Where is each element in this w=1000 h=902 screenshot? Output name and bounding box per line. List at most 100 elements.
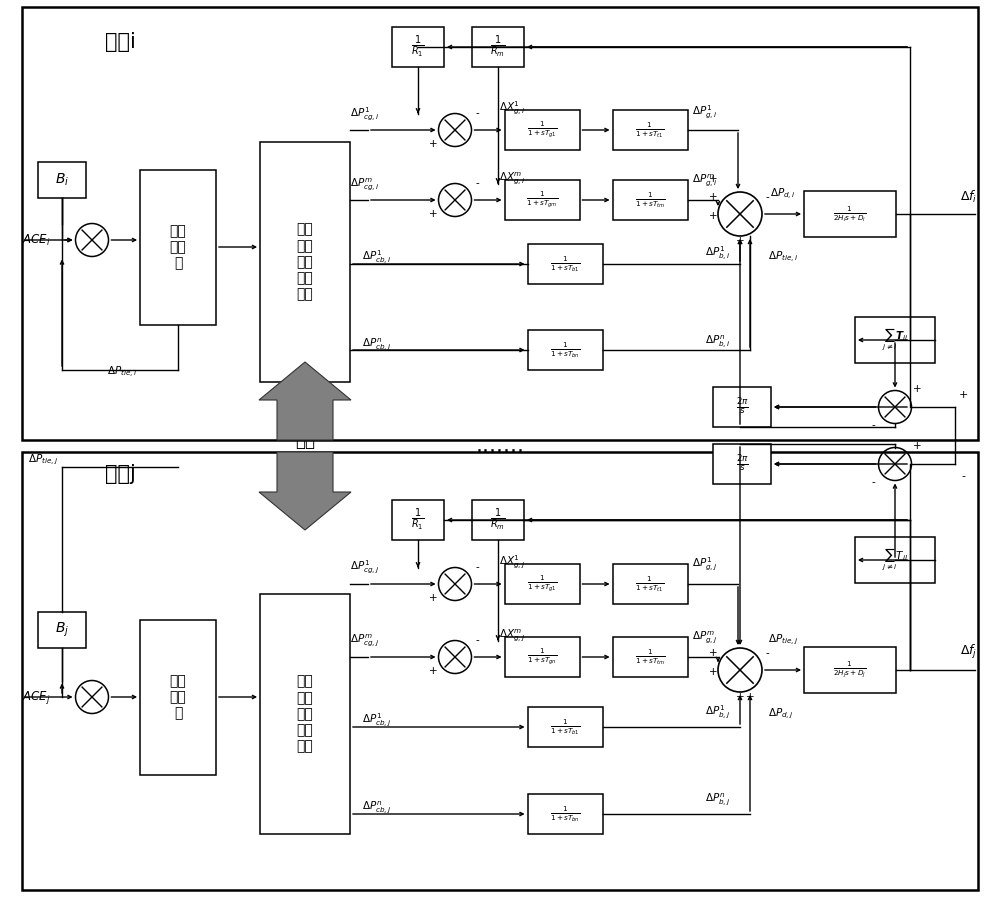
Text: $\Delta P^m_{g,i}$: $\Delta P^m_{g,i}$ bbox=[692, 172, 718, 188]
Text: $\frac{1}{1+sT_{tm}}$: $\frac{1}{1+sT_{tm}}$ bbox=[635, 647, 665, 667]
FancyBboxPatch shape bbox=[22, 452, 978, 890]
Text: 功率
分配
层: 功率 分配 层 bbox=[170, 224, 186, 271]
Text: +: + bbox=[958, 390, 968, 400]
FancyBboxPatch shape bbox=[140, 620, 216, 775]
Text: -: - bbox=[475, 108, 479, 118]
Text: $\Delta P^1_{cb,j}$: $\Delta P^1_{cb,j}$ bbox=[362, 712, 392, 729]
FancyBboxPatch shape bbox=[505, 564, 580, 604]
Text: $\frac{1}{R_m}$: $\frac{1}{R_m}$ bbox=[490, 507, 506, 533]
Text: 功率
分配
层: 功率 分配 层 bbox=[170, 674, 186, 720]
Text: $\Delta P^m_{g,j}$: $\Delta P^m_{g,j}$ bbox=[692, 629, 718, 645]
FancyBboxPatch shape bbox=[612, 637, 688, 677]
Text: 分布
式模
型预
测控
制层: 分布 式模 型预 测控 制层 bbox=[297, 223, 313, 301]
Text: -: - bbox=[765, 192, 769, 202]
Text: $\frac{1}{1+sT_{b1}}$: $\frac{1}{1+sT_{b1}}$ bbox=[550, 254, 580, 274]
Text: $\Delta P_{tie,j}$: $\Delta P_{tie,j}$ bbox=[768, 633, 798, 648]
FancyBboxPatch shape bbox=[713, 444, 771, 484]
Text: $\Delta P^n_{b,j}$: $\Delta P^n_{b,j}$ bbox=[705, 791, 731, 807]
Text: +: + bbox=[736, 236, 744, 246]
Text: $\frac{1}{1+sT_{b1}}$: $\frac{1}{1+sT_{b1}}$ bbox=[550, 717, 580, 737]
Text: $\Delta P^1_{cb,i}$: $\Delta P^1_{cb,i}$ bbox=[362, 249, 392, 267]
FancyBboxPatch shape bbox=[528, 707, 602, 747]
Text: $ACE_j$: $ACE_j$ bbox=[22, 688, 51, 705]
FancyBboxPatch shape bbox=[38, 612, 86, 648]
FancyBboxPatch shape bbox=[612, 110, 688, 150]
Text: +: + bbox=[429, 666, 437, 676]
Text: $\boldsymbol{B_j}$: $\boldsymbol{B_j}$ bbox=[55, 621, 69, 640]
Text: -: - bbox=[871, 420, 875, 430]
Polygon shape bbox=[259, 362, 351, 440]
Text: $\Delta P^m_{cg,j}$: $\Delta P^m_{cg,j}$ bbox=[350, 632, 380, 648]
Text: $\Delta P^1_{cg,j}$: $\Delta P^1_{cg,j}$ bbox=[350, 558, 380, 575]
FancyBboxPatch shape bbox=[505, 110, 580, 150]
Text: $ACE_i$: $ACE_i$ bbox=[22, 233, 51, 247]
Text: 分布
式模
型预
测控
制层: 分布 式模 型预 测控 制层 bbox=[297, 675, 313, 753]
Text: $\Delta X^m_{g,j}$: $\Delta X^m_{g,j}$ bbox=[499, 627, 525, 643]
FancyBboxPatch shape bbox=[804, 191, 896, 237]
FancyBboxPatch shape bbox=[260, 594, 350, 834]
FancyBboxPatch shape bbox=[505, 180, 580, 220]
Text: -: - bbox=[765, 648, 769, 658]
Polygon shape bbox=[259, 452, 351, 530]
FancyBboxPatch shape bbox=[528, 330, 602, 370]
Text: +: + bbox=[709, 667, 717, 677]
Text: $\frac{2\pi}{s}$: $\frac{2\pi}{s}$ bbox=[736, 454, 748, 474]
Text: $\frac{1}{1+sT_{t1}}$: $\frac{1}{1+sT_{t1}}$ bbox=[635, 575, 665, 594]
Text: $\Delta P_{tie,j}$: $\Delta P_{tie,j}$ bbox=[28, 453, 58, 467]
FancyBboxPatch shape bbox=[713, 387, 771, 427]
Text: +: + bbox=[913, 384, 921, 394]
Text: $\Delta P^1_{g,i}$: $\Delta P^1_{g,i}$ bbox=[692, 104, 718, 121]
FancyBboxPatch shape bbox=[22, 7, 978, 440]
Text: +: + bbox=[429, 593, 437, 603]
FancyBboxPatch shape bbox=[505, 637, 580, 677]
Text: -: - bbox=[475, 635, 479, 645]
Text: $\frac{1}{1+sT_{tm}}$: $\frac{1}{1+sT_{tm}}$ bbox=[635, 190, 665, 210]
Text: $\Delta X^m_{g,i}$: $\Delta X^m_{g,i}$ bbox=[499, 170, 525, 186]
Text: $\Delta f_j$: $\Delta f_j$ bbox=[960, 643, 977, 661]
Text: $\Delta P^n_{cb,j}$: $\Delta P^n_{cb,j}$ bbox=[362, 799, 392, 815]
FancyBboxPatch shape bbox=[855, 317, 935, 363]
Text: -: - bbox=[475, 562, 479, 572]
Text: $\frac{1}{1+sT_{gn}}$: $\frac{1}{1+sT_{gn}}$ bbox=[527, 647, 557, 667]
Text: $\Delta P^1_{b,j}$: $\Delta P^1_{b,j}$ bbox=[705, 704, 731, 721]
Text: $\Delta X^1_{g,j}$: $\Delta X^1_{g,j}$ bbox=[499, 553, 525, 571]
Text: $\Delta P_{d,i}$: $\Delta P_{d,i}$ bbox=[770, 187, 796, 201]
Text: $\Delta P_{tie,i}$: $\Delta P_{tie,i}$ bbox=[768, 250, 798, 264]
Text: $\frac{1}{1+sT_{bn}}$: $\frac{1}{1+sT_{bn}}$ bbox=[550, 340, 580, 360]
FancyBboxPatch shape bbox=[804, 647, 896, 693]
Text: $\frac{1}{1+sT_{gm}}$: $\frac{1}{1+sT_{gm}}$ bbox=[526, 189, 558, 210]
Text: $\frac{1}{1+sT_{g1}}$: $\frac{1}{1+sT_{g1}}$ bbox=[527, 574, 557, 594]
Text: $\Delta f_i$: $\Delta f_i$ bbox=[960, 189, 977, 205]
Text: +: + bbox=[429, 209, 437, 219]
Text: 区域i: 区域i bbox=[105, 32, 135, 52]
Text: 通信
网络: 通信 网络 bbox=[295, 431, 315, 471]
Text: +: + bbox=[746, 692, 754, 702]
Text: $\frac{1}{R_1}$: $\frac{1}{R_1}$ bbox=[411, 507, 425, 533]
Text: -: - bbox=[475, 178, 479, 188]
Text: +: + bbox=[709, 174, 717, 184]
Text: $\Delta P_{d,j}$: $\Delta P_{d,j}$ bbox=[768, 707, 794, 722]
FancyBboxPatch shape bbox=[392, 500, 444, 540]
Text: +: + bbox=[709, 648, 717, 658]
Text: $\Delta P^m_{cg,i}$: $\Delta P^m_{cg,i}$ bbox=[350, 176, 380, 192]
Text: $\Delta P^1_{cg,i}$: $\Delta P^1_{cg,i}$ bbox=[350, 106, 380, 123]
FancyBboxPatch shape bbox=[472, 500, 524, 540]
Text: +: + bbox=[709, 211, 717, 221]
FancyBboxPatch shape bbox=[392, 27, 444, 67]
Text: $\Delta P^1_{g,j}$: $\Delta P^1_{g,j}$ bbox=[692, 556, 718, 573]
Text: +: + bbox=[913, 441, 921, 451]
FancyBboxPatch shape bbox=[612, 564, 688, 604]
Text: $\Delta X^1_{g,i}$: $\Delta X^1_{g,i}$ bbox=[499, 99, 525, 116]
FancyBboxPatch shape bbox=[140, 170, 216, 325]
Text: 区域j: 区域j bbox=[105, 464, 135, 484]
Text: $\Delta P^1_{b,i}$: $\Delta P^1_{b,i}$ bbox=[705, 245, 731, 263]
Text: $\frac{1}{1+sT_{t1}}$: $\frac{1}{1+sT_{t1}}$ bbox=[635, 120, 665, 140]
FancyBboxPatch shape bbox=[855, 537, 935, 583]
Text: $\sum_{j\neq i}T_{jl}$: $\sum_{j\neq i}T_{jl}$ bbox=[882, 547, 908, 573]
FancyBboxPatch shape bbox=[260, 142, 350, 382]
FancyBboxPatch shape bbox=[38, 162, 86, 198]
Text: $\frac{1}{2H_is+D_i}$: $\frac{1}{2H_is+D_i}$ bbox=[833, 204, 867, 224]
Text: $\frac{1}{R_1}$: $\frac{1}{R_1}$ bbox=[411, 34, 425, 60]
Text: -: - bbox=[961, 471, 965, 481]
Text: $\frac{1}{1+sT_{g1}}$: $\frac{1}{1+sT_{g1}}$ bbox=[527, 120, 557, 141]
